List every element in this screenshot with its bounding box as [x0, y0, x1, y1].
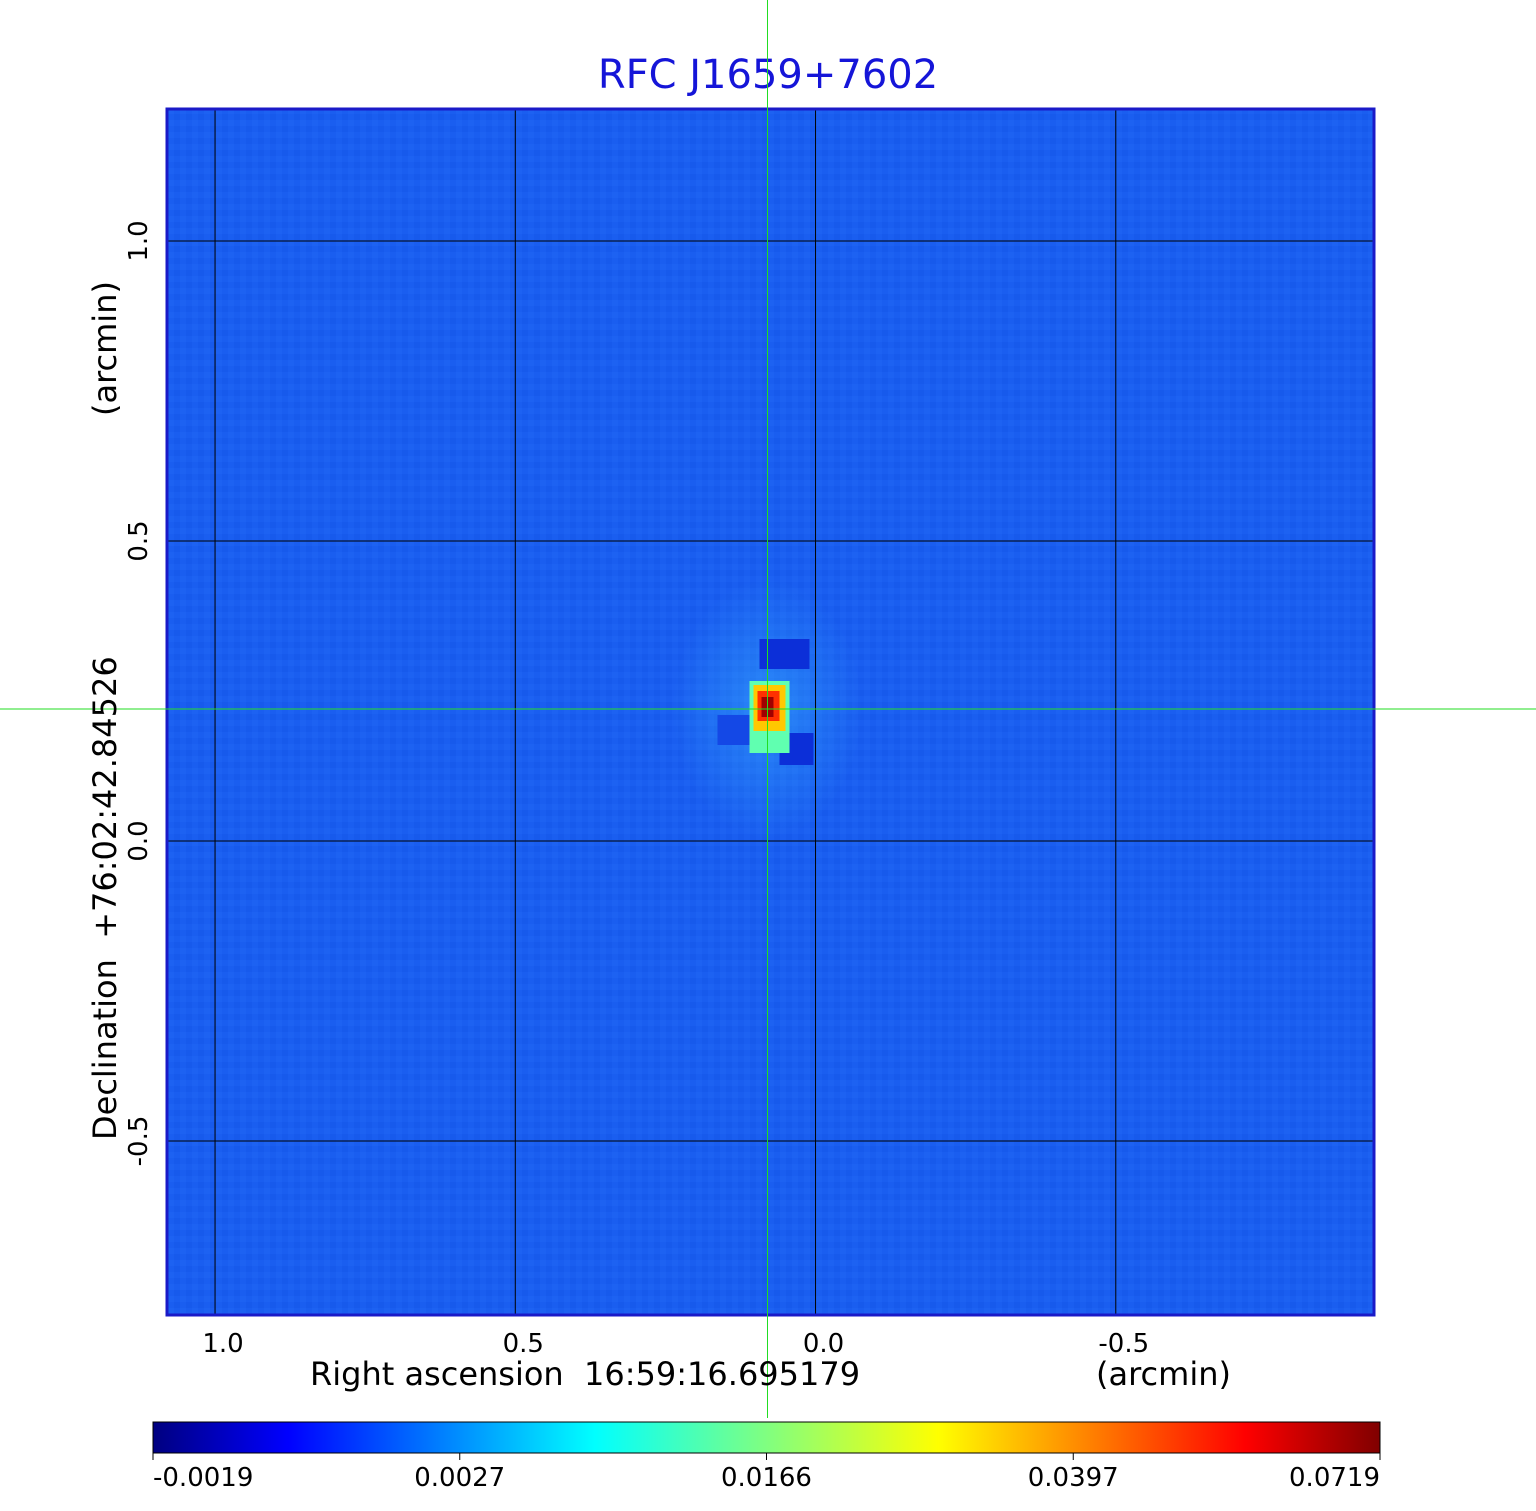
colorbar-tick-label-3: 0.0397: [1028, 1463, 1119, 1493]
y-axis-label: Declination +76:02:42.84526: [86, 656, 124, 1140]
colorbar-tick-label-4: 0.0719: [1289, 1463, 1380, 1493]
colorbar-tick-labels: -0.0019 0.0027 0.0166 0.0397 0.0719: [152, 1453, 1381, 1493]
chart-title: RFC J1659+7602: [598, 52, 938, 98]
x-tick-label-1: 0.5: [503, 1329, 544, 1359]
crosshair: [0, 0, 1536, 1418]
x-tick-label-3: -0.5: [1098, 1329, 1149, 1359]
x-tick-label-0: 1.0: [202, 1329, 243, 1359]
y-tick-label-0: 1.0: [124, 220, 154, 261]
image-map: [167, 109, 1374, 1315]
colorbar-tick-label-1: 0.0027: [414, 1463, 505, 1493]
plot-frame: [165, 107, 1376, 1317]
colorbar-tick-label-0: -0.0019: [153, 1463, 253, 1493]
x-axis-label: Right ascension 16:59:16.695179: [310, 1355, 860, 1393]
negative-lobe-left: [717, 715, 754, 745]
y-tick-labels: 1.0 0.5 0.0 -0.5: [124, 220, 154, 1166]
colorbar: [152, 1421, 1381, 1454]
y-tick-label-1: 0.5: [124, 520, 154, 561]
grid-lines: [167, 109, 1374, 1315]
colorbar-tick-label-2: 0.0166: [721, 1463, 812, 1493]
y-axis-unit: (arcmin): [86, 281, 124, 416]
x-tick-label-2: 0.0: [803, 1329, 844, 1359]
y-tick-label-3: -0.5: [124, 1116, 154, 1167]
x-axis-unit: (arcmin): [1096, 1355, 1231, 1393]
x-tick-labels: 1.0 0.5 0.0 -0.5: [202, 1329, 1149, 1359]
y-tick-label-2: 0.0: [124, 820, 154, 861]
